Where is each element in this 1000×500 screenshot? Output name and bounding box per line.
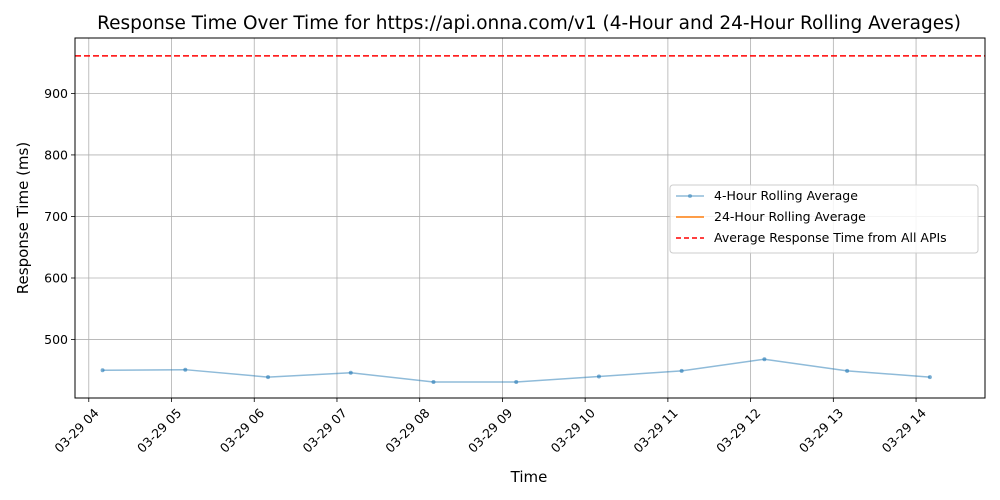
y-axis-label: Response Time (ms) <box>14 142 32 294</box>
x-tick-label: 03-29 11 <box>630 405 680 455</box>
x-tick-label: 03-29 05 <box>134 405 184 455</box>
data-point <box>348 370 353 375</box>
x-tick-label: 03-29 13 <box>796 405 846 455</box>
x-tick-label: 03-29 04 <box>51 405 101 455</box>
data-point <box>266 375 271 380</box>
plot-area-frame <box>74 37 986 399</box>
data-point <box>100 368 105 373</box>
y-tick-label: 500 <box>44 332 68 347</box>
data-point <box>927 375 932 380</box>
legend: 4-Hour Rolling Average 24-Hour Rolling A… <box>669 184 979 254</box>
y-tick-label: 800 <box>44 147 68 162</box>
legend-frame <box>669 184 979 254</box>
data-point <box>596 374 601 379</box>
legend-marker-4h <box>688 194 692 198</box>
x-tick-label: 03-29 12 <box>713 405 763 455</box>
data-point <box>183 367 188 372</box>
x-tick-label: 03-29 07 <box>300 405 350 455</box>
data-point <box>762 357 767 362</box>
data-point <box>679 368 684 373</box>
x-tick-label: 03-29 06 <box>217 405 267 455</box>
x-tick-label: 03-29 08 <box>382 405 432 455</box>
series-lines <box>100 357 932 384</box>
x-tick-label: 03-29 14 <box>879 405 929 455</box>
y-axis-ticks: 500 600 700 800 900 <box>44 86 75 347</box>
data-point <box>845 368 850 373</box>
x-tick-label: 03-29 10 <box>548 405 598 455</box>
legend-label-average: Average Response Time from All APIs <box>714 230 947 245</box>
data-point <box>431 380 436 384</box>
x-tick-label: 03-29 09 <box>465 405 515 455</box>
legend-label-24h: 24-Hour Rolling Average <box>714 209 866 224</box>
y-tick-label: 700 <box>44 209 68 224</box>
y-tick-label: 600 <box>44 271 68 286</box>
legend-label-4h: 4-Hour Rolling Average <box>714 188 858 203</box>
x-axis-ticks: 03-29 04 03-29 05 03-29 06 03-29 07 03-29 08… <box>51 398 929 456</box>
x-axis-label: Time <box>510 468 548 486</box>
y-tick-label: 900 <box>44 86 68 101</box>
series-line-0 <box>102 358 930 383</box>
chart-title: Response Time Over Time for https://api.… <box>97 13 961 34</box>
data-point <box>514 380 519 384</box>
